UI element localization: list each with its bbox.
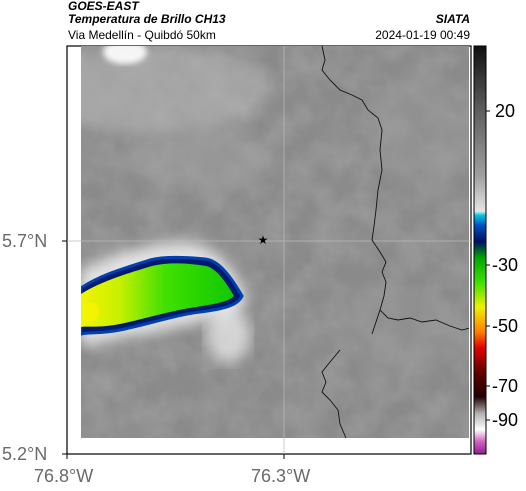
product-title: Temperatura de Brillo CH13 xyxy=(68,12,226,26)
lon-tick-label: 76.3°W xyxy=(251,466,311,486)
colorbar-label: -90 xyxy=(492,410,519,430)
lon-tick-label: 76.8°W xyxy=(34,466,94,486)
colorbar-label: 20 xyxy=(495,101,516,121)
lat-tick-label: 5.7°N xyxy=(2,231,48,251)
agency-label: SIATA xyxy=(435,12,470,26)
colorbar xyxy=(473,45,487,455)
axis-ticks xyxy=(62,240,285,459)
colorbar-label: -30 xyxy=(492,255,519,275)
lat-tick-label: 5.2°N xyxy=(2,444,48,464)
datetime-label: 2024-01-19 00:49 xyxy=(375,28,470,42)
location-star-icon: ★ xyxy=(258,233,269,247)
cold-cloud-cluster xyxy=(81,255,244,336)
brightness-temperature-field xyxy=(81,46,469,438)
colorbar-ticks xyxy=(486,110,490,421)
colorbar-label: -50 xyxy=(492,316,519,336)
colorbar-label: -70 xyxy=(492,376,519,396)
region-label: Via Medellín - Quibdó 50km xyxy=(68,28,216,42)
satellite-label: GOES-EAST xyxy=(68,0,139,13)
political-borders xyxy=(321,46,469,438)
